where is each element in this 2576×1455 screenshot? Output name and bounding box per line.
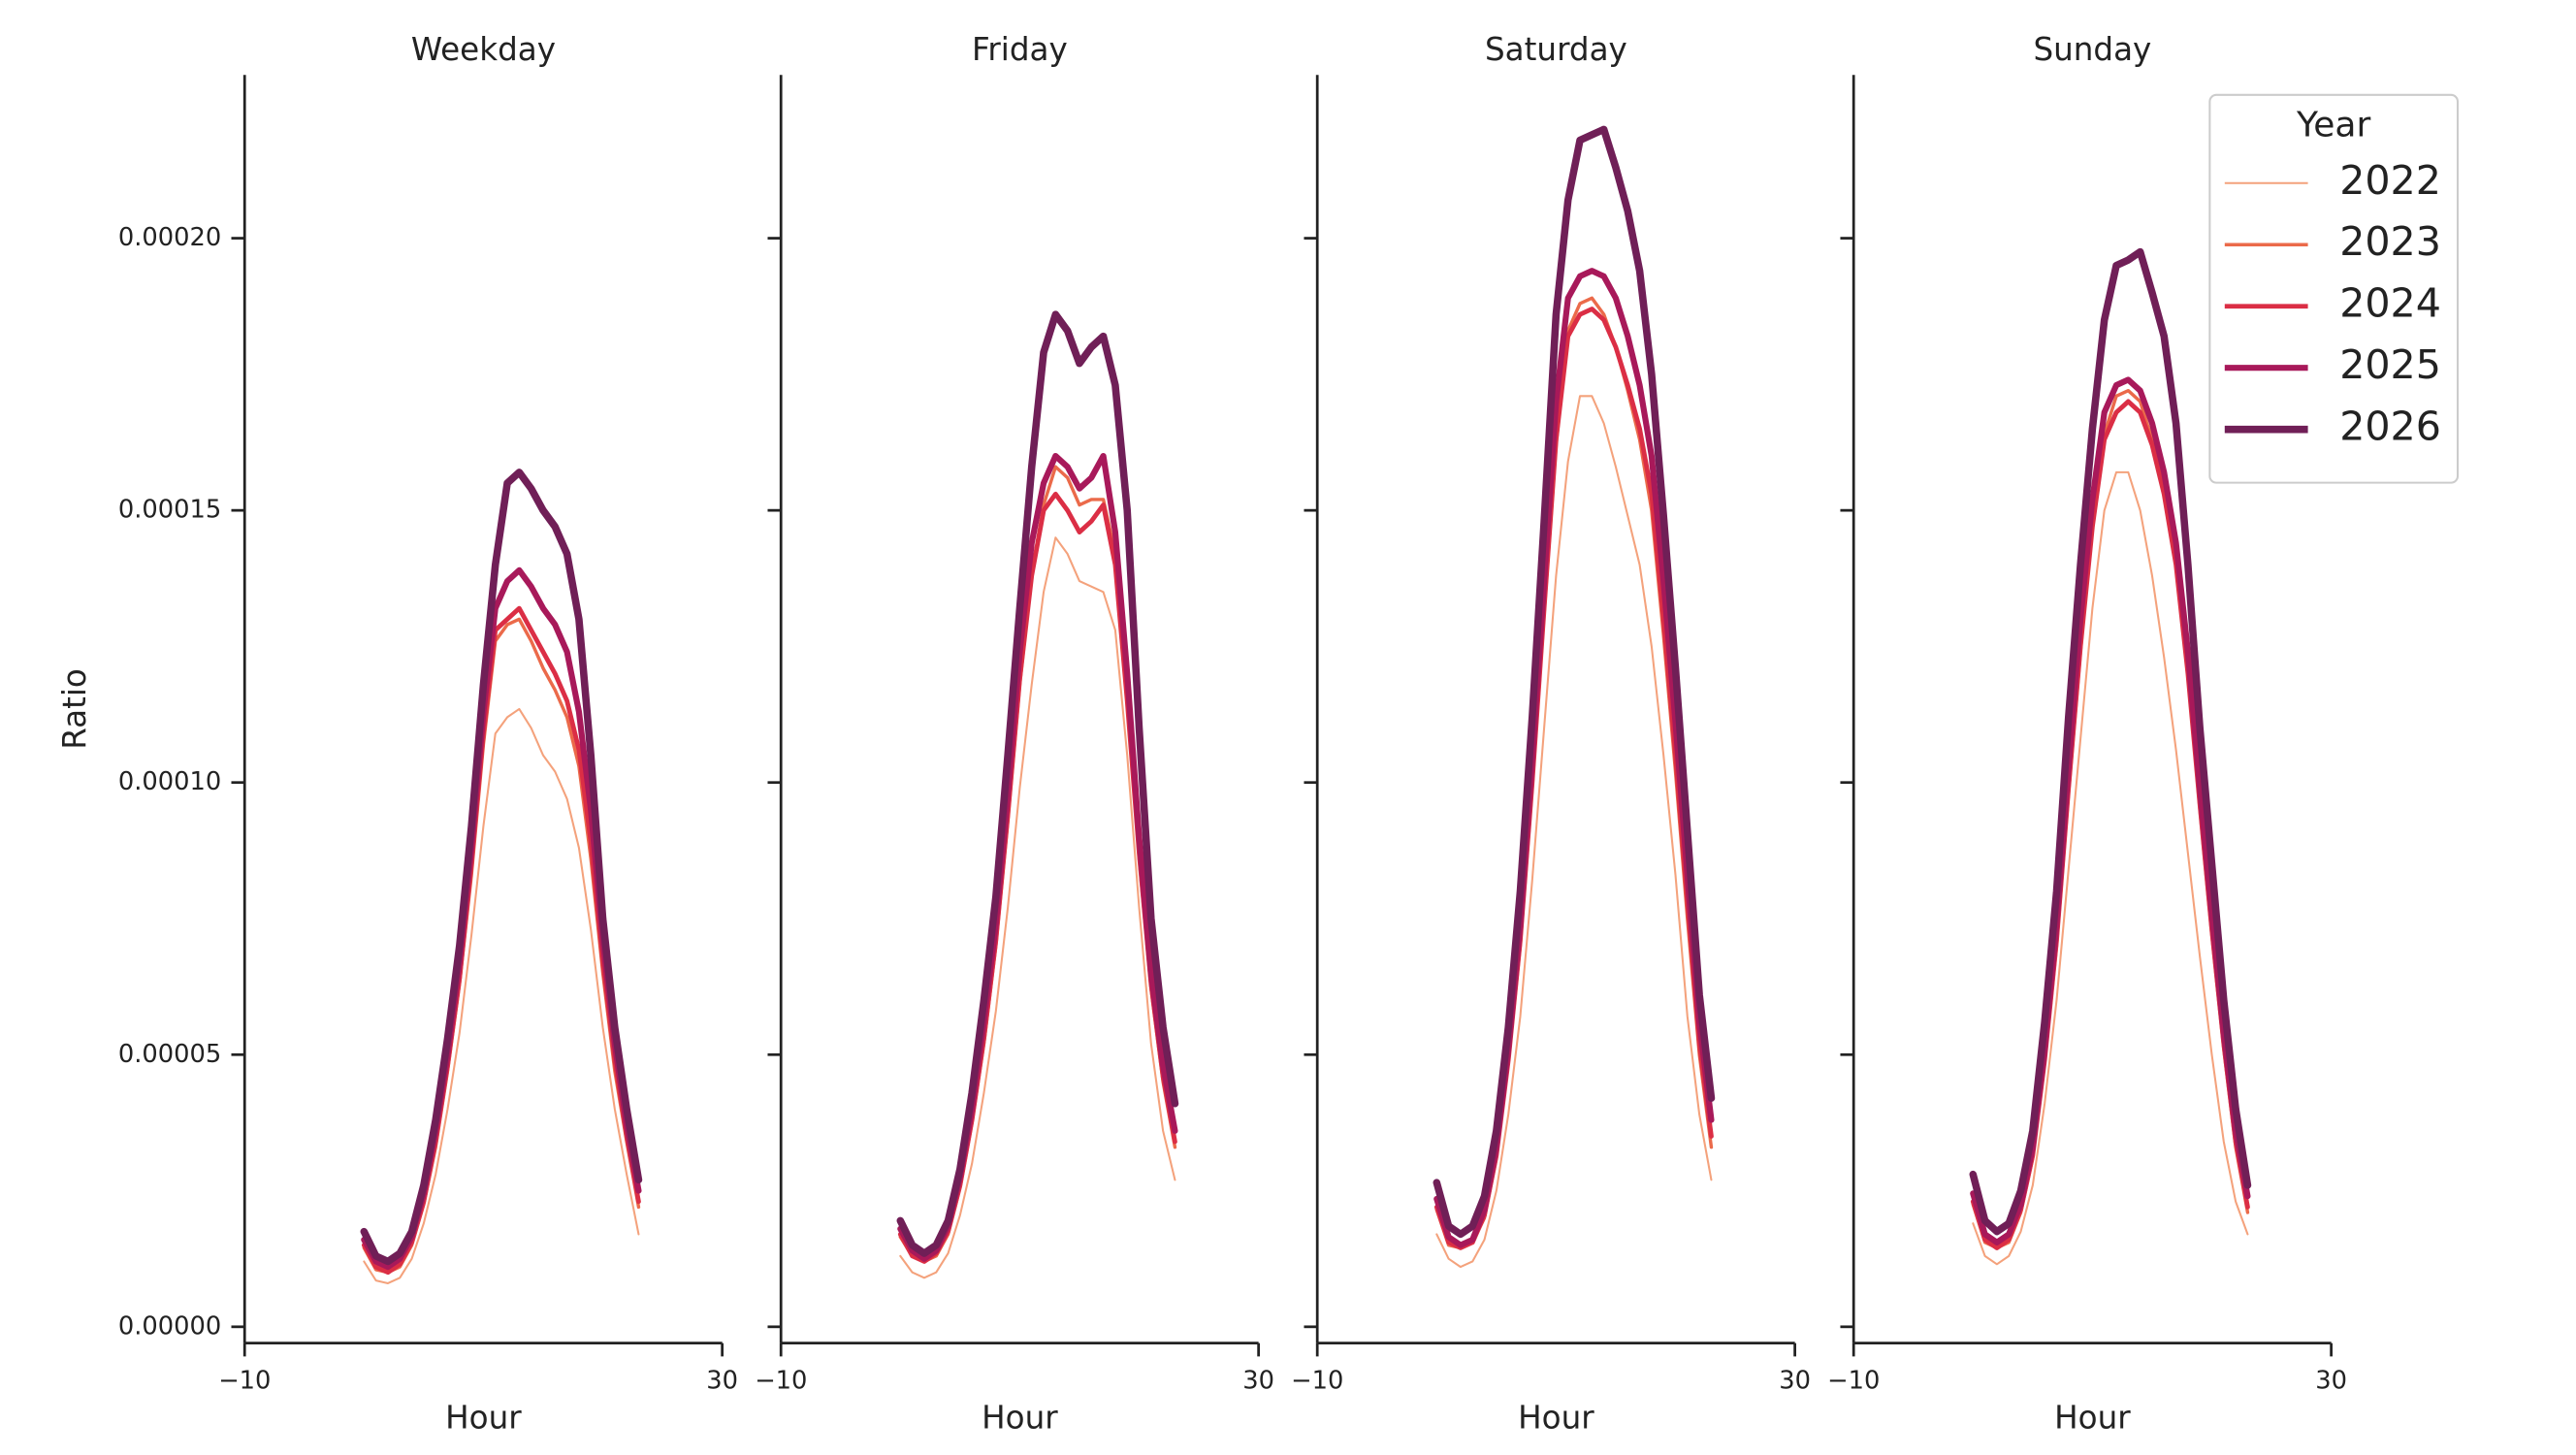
panel-title: Sunday	[2033, 31, 2151, 68]
series-line	[363, 707, 640, 1284]
panel-title: Saturday	[1485, 31, 1627, 68]
legend-label: 2025	[2339, 341, 2441, 388]
legend-title: Year	[2296, 105, 2370, 145]
x-tick-label: 30	[706, 1367, 738, 1396]
y-tick-label: 0.00010	[118, 767, 221, 796]
series-line	[896, 310, 1179, 1257]
x-tick-label: 30	[1242, 1367, 1274, 1396]
x-tick-label: 30	[2315, 1367, 2347, 1396]
x-tick-label: −10	[1827, 1367, 1880, 1396]
series-line	[1433, 307, 1714, 1250]
legend-box	[2208, 93, 2460, 484]
panel: −10 30 Sunday Hour Year 2022 2023 2024 2025 2026	[1827, 31, 2460, 1437]
y-tick-label: 0.00020	[118, 223, 221, 252]
legend-label: 2024	[2339, 280, 2441, 327]
legend-label: 2026	[2339, 404, 2441, 450]
x-axis-label: Hour	[982, 1400, 1058, 1437]
series-line	[1970, 376, 2251, 1245]
legend-label: 2023	[2339, 218, 2441, 265]
x-axis-label: Hour	[445, 1400, 522, 1437]
panel-title: Friday	[972, 31, 1068, 68]
panel: −10 30 Friday Hour	[755, 31, 1274, 1436]
panel: 0.00000 0.00005 0.00010 0.00015 0.00020 −10 30…	[56, 31, 738, 1436]
y-axis-label: Ratio	[56, 668, 93, 750]
x-tick-label: −10	[218, 1367, 271, 1396]
legend: Year 2022 2023 2024 2025 2026	[2208, 93, 2460, 484]
series-line	[360, 469, 643, 1266]
series-line	[1433, 125, 1716, 1239]
series-line	[899, 536, 1176, 1279]
series-line	[361, 605, 641, 1276]
panel-title: Weekday	[411, 31, 556, 68]
y-tick-label: 0.00005	[118, 1040, 221, 1069]
series-line	[1972, 470, 2249, 1266]
x-tick-label: −10	[755, 1367, 807, 1396]
y-tick-label: 0.00000	[118, 1311, 221, 1341]
y-tick-label: 0.00015	[118, 496, 221, 525]
series-line	[1969, 247, 2252, 1236]
panel: −10 30 Saturday Hour	[1291, 31, 1811, 1436]
x-axis-label: Hour	[1518, 1400, 1594, 1437]
series-line	[1433, 268, 1715, 1248]
x-tick-label: −10	[1291, 1367, 1343, 1396]
x-tick-label: 30	[1779, 1367, 1811, 1396]
x-axis-label: Hour	[2054, 1400, 2131, 1437]
legend-label: 2022	[2339, 157, 2441, 204]
series-line	[1435, 395, 1713, 1269]
series-line	[362, 617, 641, 1275]
series-line	[1434, 296, 1714, 1250]
